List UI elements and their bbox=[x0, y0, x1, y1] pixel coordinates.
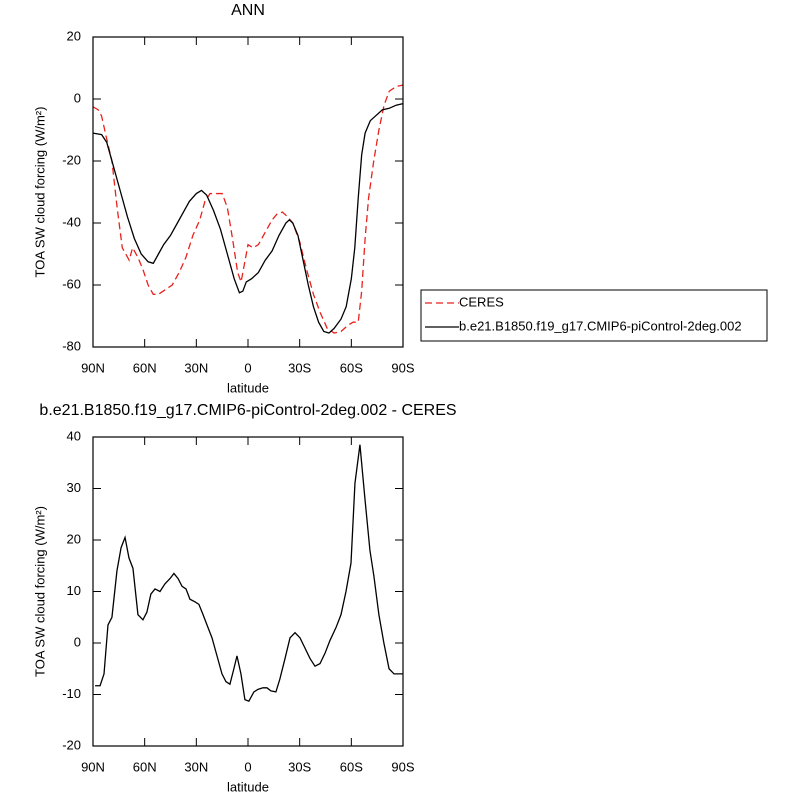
x-tick-label: 60S bbox=[340, 360, 363, 375]
y-tick-label: 20 bbox=[67, 531, 81, 546]
x-tick-label: 0 bbox=[244, 759, 251, 774]
y-tick-label: 40 bbox=[67, 428, 81, 443]
legend-box bbox=[420, 289, 768, 342]
x-tick-label: 30N bbox=[184, 360, 208, 375]
chart-title: b.e21.B1850.f19_g17.CMIP6-piControl-2deg… bbox=[39, 402, 456, 419]
y-tick-label: -80 bbox=[62, 338, 81, 353]
x-axis-label: latitude bbox=[227, 779, 269, 794]
y-tick-label: 10 bbox=[67, 583, 81, 598]
x-tick-label: 30S bbox=[288, 759, 311, 774]
x-tick-label: 30S bbox=[288, 360, 311, 375]
y-axis-label: TOA SW cloud forcing (W/m²) bbox=[32, 506, 47, 677]
x-tick-label: 90S bbox=[391, 360, 414, 375]
x-tick-label: 90N bbox=[81, 360, 105, 375]
y-tick-label: -10 bbox=[62, 686, 81, 701]
legend-label: CERES bbox=[459, 294, 504, 309]
y-tick-label: 0 bbox=[74, 90, 81, 105]
x-tick-label: 30N bbox=[184, 759, 208, 774]
x-tick-label: 60S bbox=[340, 759, 363, 774]
y-tick-label: -20 bbox=[62, 737, 81, 752]
y-tick-label: -60 bbox=[62, 276, 81, 291]
data-line bbox=[92, 84, 404, 334]
x-tick-label: 60N bbox=[133, 360, 157, 375]
y-tick-label: -20 bbox=[62, 152, 81, 167]
y-tick-label: 20 bbox=[67, 28, 81, 43]
y-axis-label: TOA SW cloud forcing (W/m²) bbox=[32, 107, 47, 278]
plot-frame bbox=[92, 436, 404, 747]
chart-title: ANN bbox=[231, 2, 265, 19]
x-tick-label: 90N bbox=[81, 759, 105, 774]
y-tick-label: -40 bbox=[62, 214, 81, 229]
y-tick-label: 0 bbox=[74, 634, 81, 649]
x-axis-label: latitude bbox=[227, 380, 269, 395]
legend-label: b.e21.B1850.f19_g17.CMIP6-piControl-2deg… bbox=[459, 318, 742, 333]
data-line bbox=[95, 444, 403, 703]
plot-frame bbox=[92, 36, 404, 348]
x-tick-label: 90S bbox=[391, 759, 414, 774]
x-tick-label: 60N bbox=[133, 759, 157, 774]
data-line bbox=[92, 103, 404, 334]
x-tick-label: 0 bbox=[244, 360, 251, 375]
y-tick-label: 30 bbox=[67, 480, 81, 495]
